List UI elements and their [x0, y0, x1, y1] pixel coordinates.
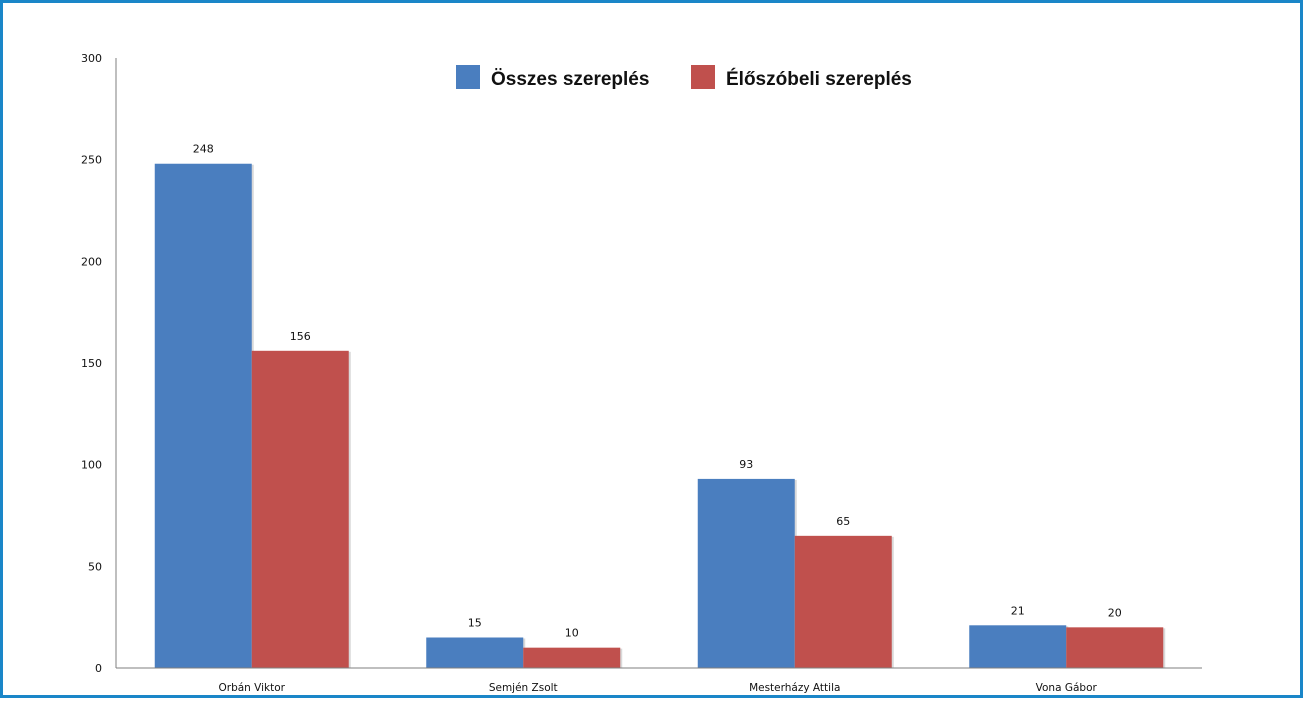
data-label: 15 — [468, 617, 482, 630]
data-label: 20 — [1108, 606, 1122, 619]
y-tick-label: 250 — [81, 154, 102, 167]
x-axis: Orbán Viktor Semjén Zsolt Mesterházy Attil… — [116, 667, 1202, 694]
data-label: 248 — [193, 143, 214, 156]
data-label: 10 — [565, 627, 579, 640]
data-label: 21 — [1011, 604, 1025, 617]
y-tick-label: 150 — [81, 357, 102, 370]
bar-osszes — [969, 625, 1067, 668]
x-tick-label: Mesterházy Attila — [749, 682, 840, 694]
bar-osszes — [426, 637, 524, 668]
bar-eloszobeli — [794, 535, 892, 668]
y-tick-label: 300 — [81, 52, 102, 65]
y-tick-label: 200 — [81, 255, 102, 268]
x-tick-label: Orbán Viktor — [219, 682, 286, 694]
legend: Összes szereplés Élőszóbeli szereplés — [456, 65, 912, 90]
y-axis: 0 50 100 150 200 250 300 — [81, 52, 117, 675]
bars — [154, 163, 1166, 668]
legend-swatch — [691, 65, 715, 89]
data-label: 93 — [739, 458, 753, 471]
x-tick-label: Vona Gábor — [1036, 682, 1098, 694]
y-tick-label: 100 — [81, 459, 102, 472]
bar-osszes — [697, 478, 795, 668]
x-tick-label: Semjén Zsolt — [489, 682, 558, 694]
bar-osszes — [154, 163, 252, 668]
bar-eloszobeli — [523, 647, 621, 668]
legend-swatch — [456, 65, 480, 89]
bar-eloszobeli — [1066, 627, 1164, 668]
y-tick-label: 50 — [88, 560, 102, 573]
bar-chart: 0 50 100 150 200 250 300 248 156 15 10 93 65 21 20 Or… — [81, 52, 1202, 694]
data-label: 65 — [836, 515, 850, 528]
data-label: 156 — [290, 330, 311, 343]
data-labels: 248 156 15 10 93 65 21 20 — [193, 143, 1122, 640]
legend-label: Összes szereplés — [491, 69, 649, 90]
bar-eloszobeli — [251, 350, 349, 668]
y-tick-label: 0 — [95, 662, 102, 675]
legend-label: Élőszóbeli szereplés — [726, 68, 912, 90]
